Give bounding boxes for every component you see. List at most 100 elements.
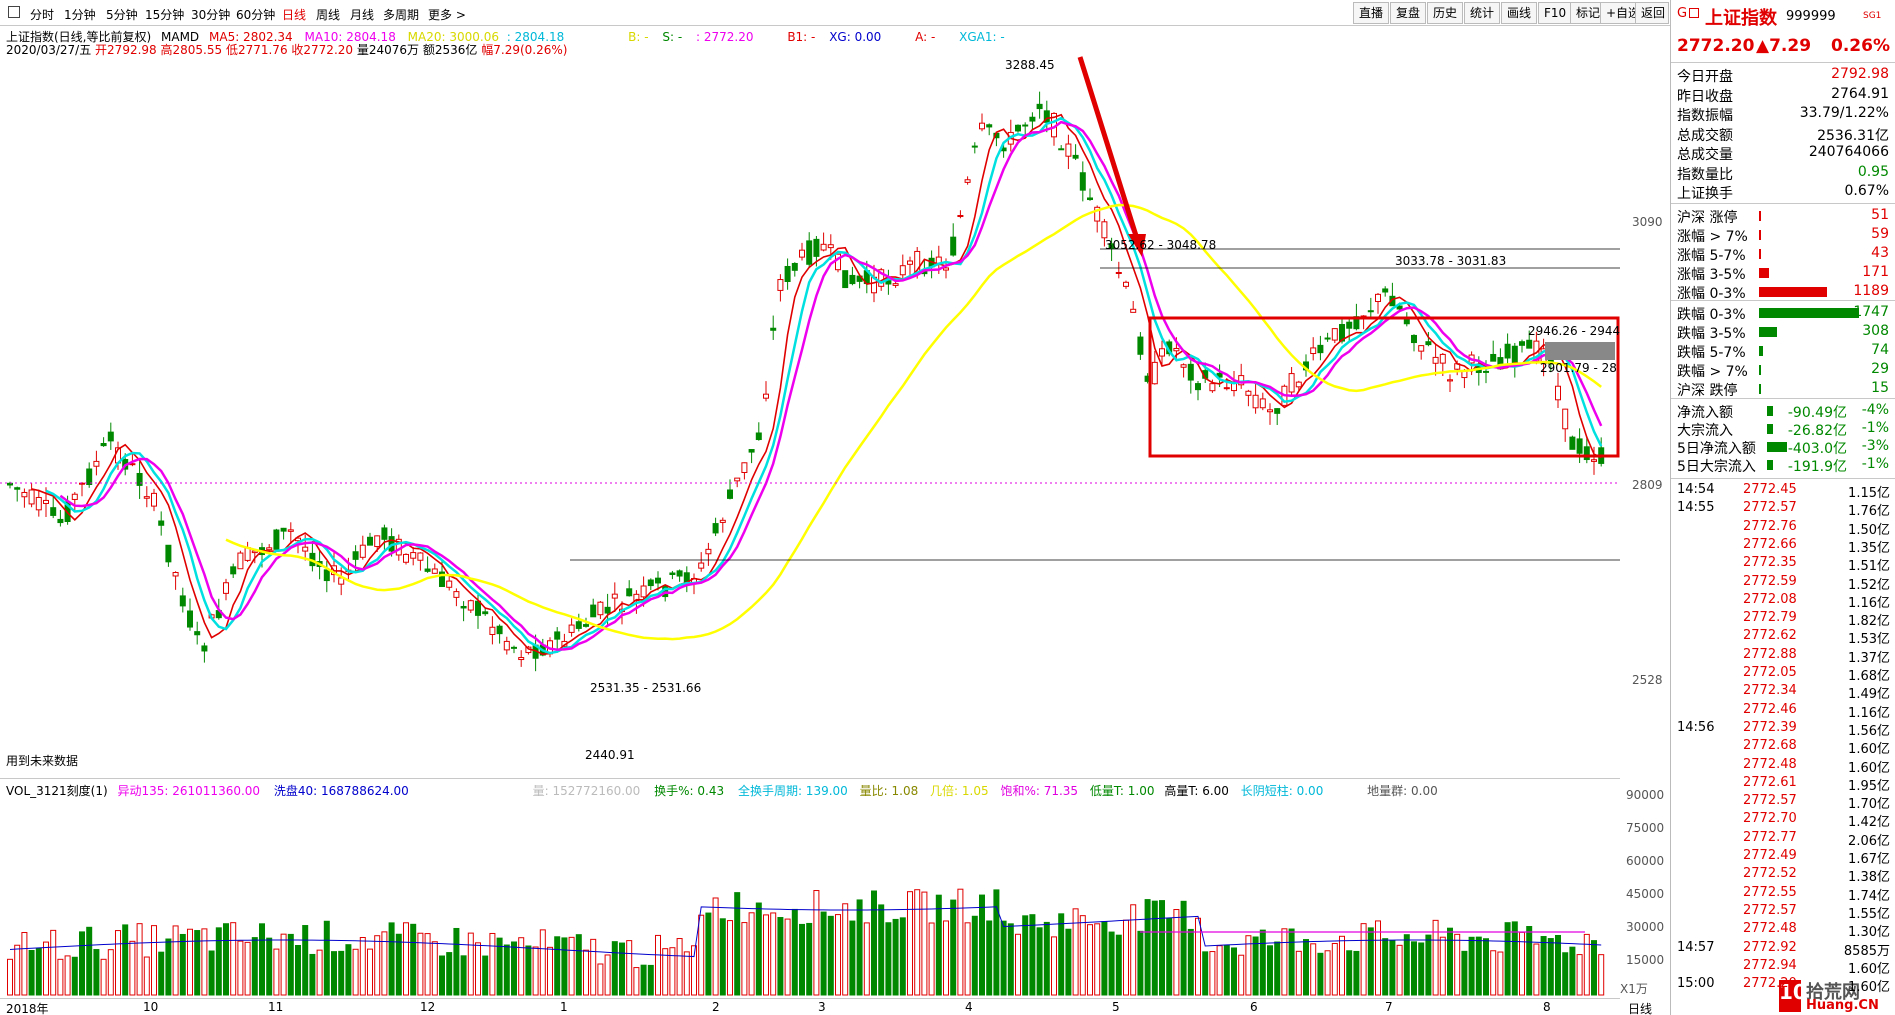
candle-up xyxy=(1562,408,1569,430)
volume-chart[interactable] xyxy=(0,780,1620,1000)
volume-bar-down xyxy=(1058,913,1065,996)
tick-price: 2772.57 xyxy=(1743,902,1797,918)
volume-bar-down xyxy=(309,953,316,996)
volume-bar-up xyxy=(770,912,777,996)
period-tab-5min[interactable]: 5分钟 xyxy=(106,8,138,22)
volume-bar-up xyxy=(1209,951,1216,996)
x-axis-label: 10 xyxy=(143,1000,159,1014)
stats-button[interactable]: 统计 xyxy=(1464,2,1501,24)
volume-bar-up xyxy=(57,958,64,996)
huanshou-value: 换手%: 0.43 xyxy=(654,784,725,798)
candle-down xyxy=(770,327,777,331)
candle-down xyxy=(1483,370,1489,373)
down-trend-arrowhead xyxy=(1128,234,1146,257)
candle-down xyxy=(230,566,237,575)
volume-bar-up xyxy=(1195,917,1201,996)
tick-row: 2772.57 1.70亿 xyxy=(1671,793,1895,812)
candle-up xyxy=(237,552,244,570)
jiliang-value: 几倍: 1.05 xyxy=(930,784,989,798)
period-tab-15min[interactable]: 15分钟 xyxy=(145,8,185,22)
volume-bar-down xyxy=(323,920,330,996)
candle-down xyxy=(1072,154,1079,159)
candle-down xyxy=(1036,103,1043,110)
period-tab-30min[interactable]: 30分钟 xyxy=(191,8,231,22)
window-restore-icon[interactable] xyxy=(8,6,20,18)
index-code: 999999 xyxy=(1786,9,1836,24)
volume-bar-down xyxy=(640,964,647,996)
candle-up xyxy=(777,279,784,291)
volume-bar-up xyxy=(964,922,971,996)
candle-up xyxy=(374,535,381,548)
volume-bar-down xyxy=(1475,936,1482,996)
stat-row-value: 0.67% xyxy=(1844,183,1889,199)
candle-up xyxy=(1173,347,1180,352)
tick-price: 2772.52 xyxy=(1743,866,1797,882)
volume-bar-down xyxy=(1425,934,1432,996)
range-label-2: 3033.78 - 3031.83 xyxy=(1395,254,1507,268)
volume-bar-down xyxy=(899,917,906,996)
f10-button[interactable]: F10 xyxy=(1538,2,1573,24)
period-tab-60min[interactable]: 60分钟 xyxy=(236,8,276,22)
volume-bar-down xyxy=(1353,950,1360,996)
x-axis-label: 12 xyxy=(420,1000,436,1014)
flow-bar xyxy=(1767,406,1773,416)
tick-volume: 1.76亿 xyxy=(1848,504,1890,520)
volume-bar-up xyxy=(655,934,661,996)
volume-bar-down xyxy=(971,915,978,996)
volume-bar-up xyxy=(244,941,251,996)
tick-row: 2772.55 1.74亿 xyxy=(1671,885,1895,904)
breadth-up-row-value: 51 xyxy=(1871,207,1889,223)
ohlc-line: 2020/03/27/五 开2792.98 高2805.55 低2771.76 … xyxy=(6,41,567,58)
volume-bar-down xyxy=(1468,936,1475,996)
candle-up xyxy=(1591,459,1597,462)
candle-up xyxy=(1295,381,1302,388)
tick-volume: 1.35亿 xyxy=(1848,540,1890,556)
history-button[interactable]: 历史 xyxy=(1427,2,1464,24)
period-tab-daily[interactable]: 日线 xyxy=(282,8,307,22)
candle-up xyxy=(957,215,964,218)
breadth-up-row-value: 171 xyxy=(1862,264,1889,280)
volume-bar-down xyxy=(705,912,712,996)
volume-bar-down xyxy=(122,924,129,996)
period-tab-monthly[interactable]: 月线 xyxy=(350,8,375,22)
volume-bar-up xyxy=(669,947,676,996)
flow-row-label: 净流入额 xyxy=(1677,405,1733,421)
live-button[interactable]: 直播 xyxy=(1353,2,1390,24)
period-label: 日线 xyxy=(1628,1002,1653,1015)
volume-bar-down xyxy=(165,938,172,996)
breadth-up-row-label: 涨幅 0-3% xyxy=(1677,286,1746,302)
volume-bar-down xyxy=(1367,927,1374,996)
period-tab-more[interactable]: 更多 > xyxy=(428,8,466,22)
volume-bar-down xyxy=(1317,952,1324,996)
period-tab-1min[interactable]: 1分钟 xyxy=(64,8,96,22)
volume-bar-up xyxy=(698,914,705,996)
volume-bar-down xyxy=(1411,941,1417,996)
period-tab-multi[interactable]: 多周期 xyxy=(383,8,420,22)
volume-bar-up xyxy=(626,940,633,996)
volume-bar-down xyxy=(208,950,215,996)
review-button[interactable]: 复盘 xyxy=(1390,2,1427,24)
back-button[interactable]: 返回 xyxy=(1635,2,1669,24)
volume-bar-down xyxy=(1504,922,1511,996)
stat-row-label: 今日开盘 xyxy=(1677,69,1733,85)
breadth-up-row-value: 1189 xyxy=(1853,283,1889,299)
volume-bar-down xyxy=(158,951,165,996)
volume-bar-up xyxy=(417,932,424,996)
candlestick-chart[interactable] xyxy=(0,52,1620,777)
tick-price: 2772.08 xyxy=(1743,591,1797,607)
tick-price: 2772.79 xyxy=(1743,610,1797,626)
breadth-down-row-value: 15 xyxy=(1871,380,1889,396)
volume-bar-up xyxy=(1245,935,1252,996)
candle-down xyxy=(1187,363,1194,381)
candle-down xyxy=(655,577,661,584)
add-watchlist-button[interactable]: +自选 xyxy=(1600,2,1647,24)
xg-signal: XG: 0.00 xyxy=(829,30,882,44)
candle-down xyxy=(626,588,633,597)
draw-button[interactable]: 画线 xyxy=(1501,2,1538,24)
s-value: : 2772.20 xyxy=(696,30,754,44)
menu-icon[interactable] xyxy=(1689,8,1699,18)
period-tab-weekly[interactable]: 周线 xyxy=(316,8,341,22)
candle-down xyxy=(201,645,208,652)
period-tab-fenshi[interactable]: 分时 xyxy=(30,8,55,22)
volume-bar-down xyxy=(482,955,489,996)
